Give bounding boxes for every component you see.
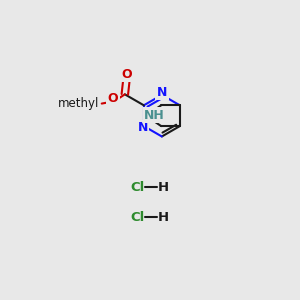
- Text: H: H: [158, 181, 169, 194]
- Text: N: N: [157, 85, 167, 99]
- Text: O: O: [122, 68, 132, 81]
- Text: Cl: Cl: [130, 181, 145, 194]
- Text: NH: NH: [144, 109, 165, 122]
- Text: H: H: [158, 211, 169, 224]
- Text: Cl: Cl: [130, 211, 145, 224]
- Text: O: O: [107, 92, 118, 105]
- Text: N: N: [137, 122, 148, 134]
- Text: methyl: methyl: [58, 97, 99, 110]
